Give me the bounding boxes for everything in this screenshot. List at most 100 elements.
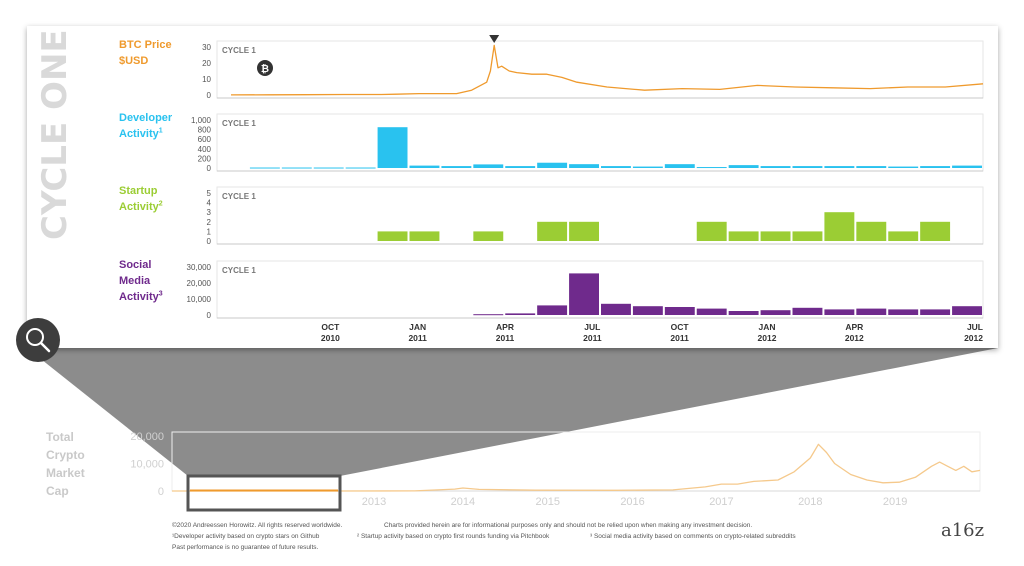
startup-bar [888,231,919,241]
x-tick-year: 2011 [670,333,689,343]
social-bar [760,310,791,315]
dev-ytick-label: 600 [198,135,212,144]
series-label-line: Developer [119,112,173,124]
dev-cycle-tag: CYCLE 1 [222,119,256,128]
social-bar [632,306,663,315]
footer-note-3: ³ Social media activity based on comment… [590,533,796,540]
market-cap-year-label: 2018 [798,496,822,508]
panel-title: CYCLE ONE [35,29,75,240]
dev-ytick-label: 800 [198,126,212,135]
x-tick-month: APR [845,322,863,332]
dev-bar [856,166,887,168]
dev-bar [345,167,376,169]
btc-plot-area [216,40,984,99]
social-ytick-label: 0 [207,311,212,320]
dev-bar [313,167,344,169]
social-bar [696,308,727,315]
x-tick-month: JAN [758,322,775,332]
dev-ytick-label: 1,000 [191,116,212,125]
dev-bar [632,166,663,168]
magnifier-icon[interactable] [16,318,60,362]
market-cap-year-label: 2013 [362,496,386,508]
startup-ytick-label: 0 [207,237,212,246]
market-cap-year-label: 2015 [535,496,559,508]
dev-bar [409,165,440,168]
market-cap-year-label: 2014 [451,496,475,508]
startup-bar [569,221,599,241]
social-ytick-label: 10,000 [187,295,212,304]
dev-ytick-label: 200 [198,154,212,163]
startup-bar [920,221,951,241]
social-bar [792,307,823,315]
startup-bar [473,231,504,241]
social-plot-area [216,260,984,319]
series-label-line: Activity3 [119,290,163,303]
startup-ytick-label: 3 [207,208,212,217]
startup-plot-area [216,186,984,245]
dev-bar [728,165,759,168]
market-cap-label: Total Crypto Market Cap [46,428,85,500]
startup-cycle-tag: CYCLE 1 [222,192,256,201]
social-series-label: Social Media Activity3 [119,257,163,305]
social-bar [920,309,951,315]
x-tick-year: 2011 [408,333,427,343]
startup-bar [377,231,408,241]
x-tick-year: 2011 [583,333,602,343]
market-cap-year-label: 2019 [883,496,907,508]
dev-bar [792,166,823,168]
x-tick-month: APR [496,322,514,332]
market-cap-line [172,443,981,492]
social-ytick-label: 20,000 [187,279,212,288]
dev-plot-area [216,113,984,172]
social-bar [505,313,536,315]
social-ytick-label: 30,000 [187,263,212,272]
series-label-line: BTC Price [119,39,172,51]
btc-ytick-label: 30 [202,43,211,52]
dev-ytick-label: 0 [207,164,212,173]
social-bar [888,309,919,315]
x-tick-year: 2012 [845,333,864,343]
startup-ytick-label: 1 [207,227,212,236]
market-cap-label-line: Market [46,466,85,480]
bitcoin-logo [257,60,273,76]
startup-bar [760,231,791,241]
dev-bar [888,166,919,168]
footer-disclaimer: Charts provided herein are for informati… [384,522,753,529]
social-bar [664,307,695,315]
market-cap-label-line: Crypto [46,448,85,462]
dev-ytick-label: 400 [198,145,212,154]
footer-copyright: ©2020 Andreessen Horowitz. All rights re… [172,522,343,529]
footer-past-performance: Past performance is no guarantee of futu… [172,544,319,551]
social-bar [728,311,759,315]
startup-bar [409,231,440,241]
series-label-line: Activity1 [119,127,163,140]
dev-bar [760,166,791,168]
dev-bar [377,127,408,168]
dev-bar [249,167,280,169]
a16z-logo: a16z [941,520,985,541]
series-label-line: $USD [119,55,149,67]
market-cap-year-label: 2017 [709,496,733,508]
btc-ytick-label: 0 [207,91,212,100]
dev-bar [824,166,855,168]
startup-ytick-label: 5 [207,189,212,198]
dev-bar [505,166,536,168]
market-cap-year-label: 2016 [620,496,644,508]
footer-note-2: ² Startup activity based on crypto first… [357,533,550,540]
series-label-line: Activity2 [119,200,163,213]
btc-ytick-label: 10 [202,75,211,84]
x-tick-month: JUL [584,322,600,332]
btc-cycle-tag: CYCLE 1 [222,46,256,55]
dev-series-label: Developer Activity1 [119,110,172,142]
series-label-line: Media [119,275,151,287]
dev-bar [569,164,599,168]
market-cap-label-line: Cap [46,484,69,498]
dev-bar [920,166,951,168]
zoom-funnel [27,348,998,476]
dev-bar [664,164,695,168]
startup-bar [824,212,855,241]
startup-bar [537,221,568,241]
startup-series-label: Startup Activity2 [119,183,163,215]
x-tick-month: OCT [671,322,690,332]
bitcoin-logo-glyph: ₿ [261,63,269,75]
